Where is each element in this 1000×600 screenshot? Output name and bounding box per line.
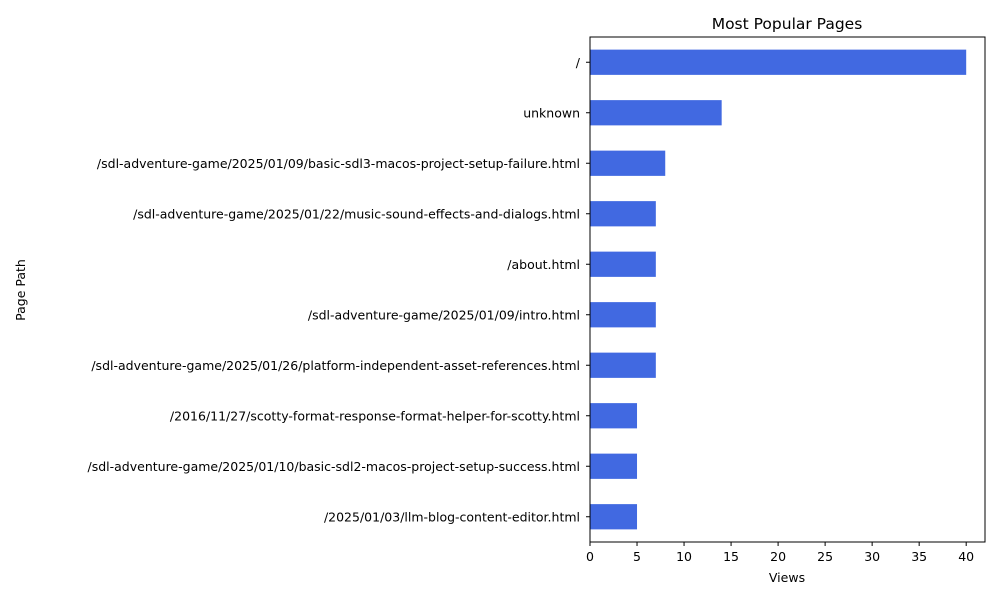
x-tick-label-5: 25 <box>817 549 833 564</box>
x-ticks-layer: 0 5 10 15 20 25 30 35 40 <box>586 542 974 564</box>
x-tick-label-6: 30 <box>864 549 880 564</box>
bar-3 <box>590 201 656 227</box>
bar-1 <box>590 100 722 126</box>
y-ticks-layer: / unknown/sdl-adventure-game/2025/01/09/b… <box>88 55 590 524</box>
x-tick-label-4: 20 <box>770 549 786 564</box>
bar-2 <box>590 150 666 176</box>
spines-layer <box>589 36 986 543</box>
y-tick-label-2: /sdl-adventure-game/2025/01/09/basic-sdl… <box>97 156 580 171</box>
bar-9 <box>590 504 638 530</box>
bar-6 <box>590 352 656 378</box>
plot-frame <box>589 36 986 543</box>
y-tick-label-5: /sdl-adventure-game/2025/01/09/intro.htm… <box>308 307 580 322</box>
bar-8 <box>590 453 638 479</box>
x-tick-label-1: 5 <box>633 549 641 564</box>
y-tick-label-0: / <box>576 55 581 70</box>
x-tick-label-8: 40 <box>958 549 974 564</box>
y-tick-label-3: /sdl-adventure-game/2025/01/22/music-sou… <box>133 206 580 221</box>
chart-title: Most Popular Pages <box>712 15 863 33</box>
bar-7 <box>590 403 638 429</box>
x-tick-label-0: 0 <box>586 549 594 564</box>
x-axis-label: Views <box>769 570 805 585</box>
bar-0 <box>590 49 967 75</box>
y-tick-label-4: /about.html <box>507 257 580 272</box>
bar-4 <box>590 251 656 277</box>
y-tick-label-6: /sdl-adventure-game/2025/01/26/platform-… <box>91 358 580 373</box>
x-tick-label-2: 10 <box>676 549 692 564</box>
x-tick-label-3: 15 <box>723 549 739 564</box>
y-tick-label-9: /2025/01/03/llm-blog-content-editor.html <box>324 509 580 524</box>
y-tick-label-8: /sdl-adventure-game/2025/01/10/basic-sdl… <box>88 459 581 474</box>
bars-layer <box>590 49 967 530</box>
x-tick-label-7: 35 <box>911 549 927 564</box>
y-tick-label-1: unknown <box>523 105 580 120</box>
y-axis-label: Page Path <box>13 259 28 321</box>
y-tick-label-7: /2016/11/27/scotty-format-response-forma… <box>170 408 580 423</box>
bar-5 <box>590 302 656 328</box>
